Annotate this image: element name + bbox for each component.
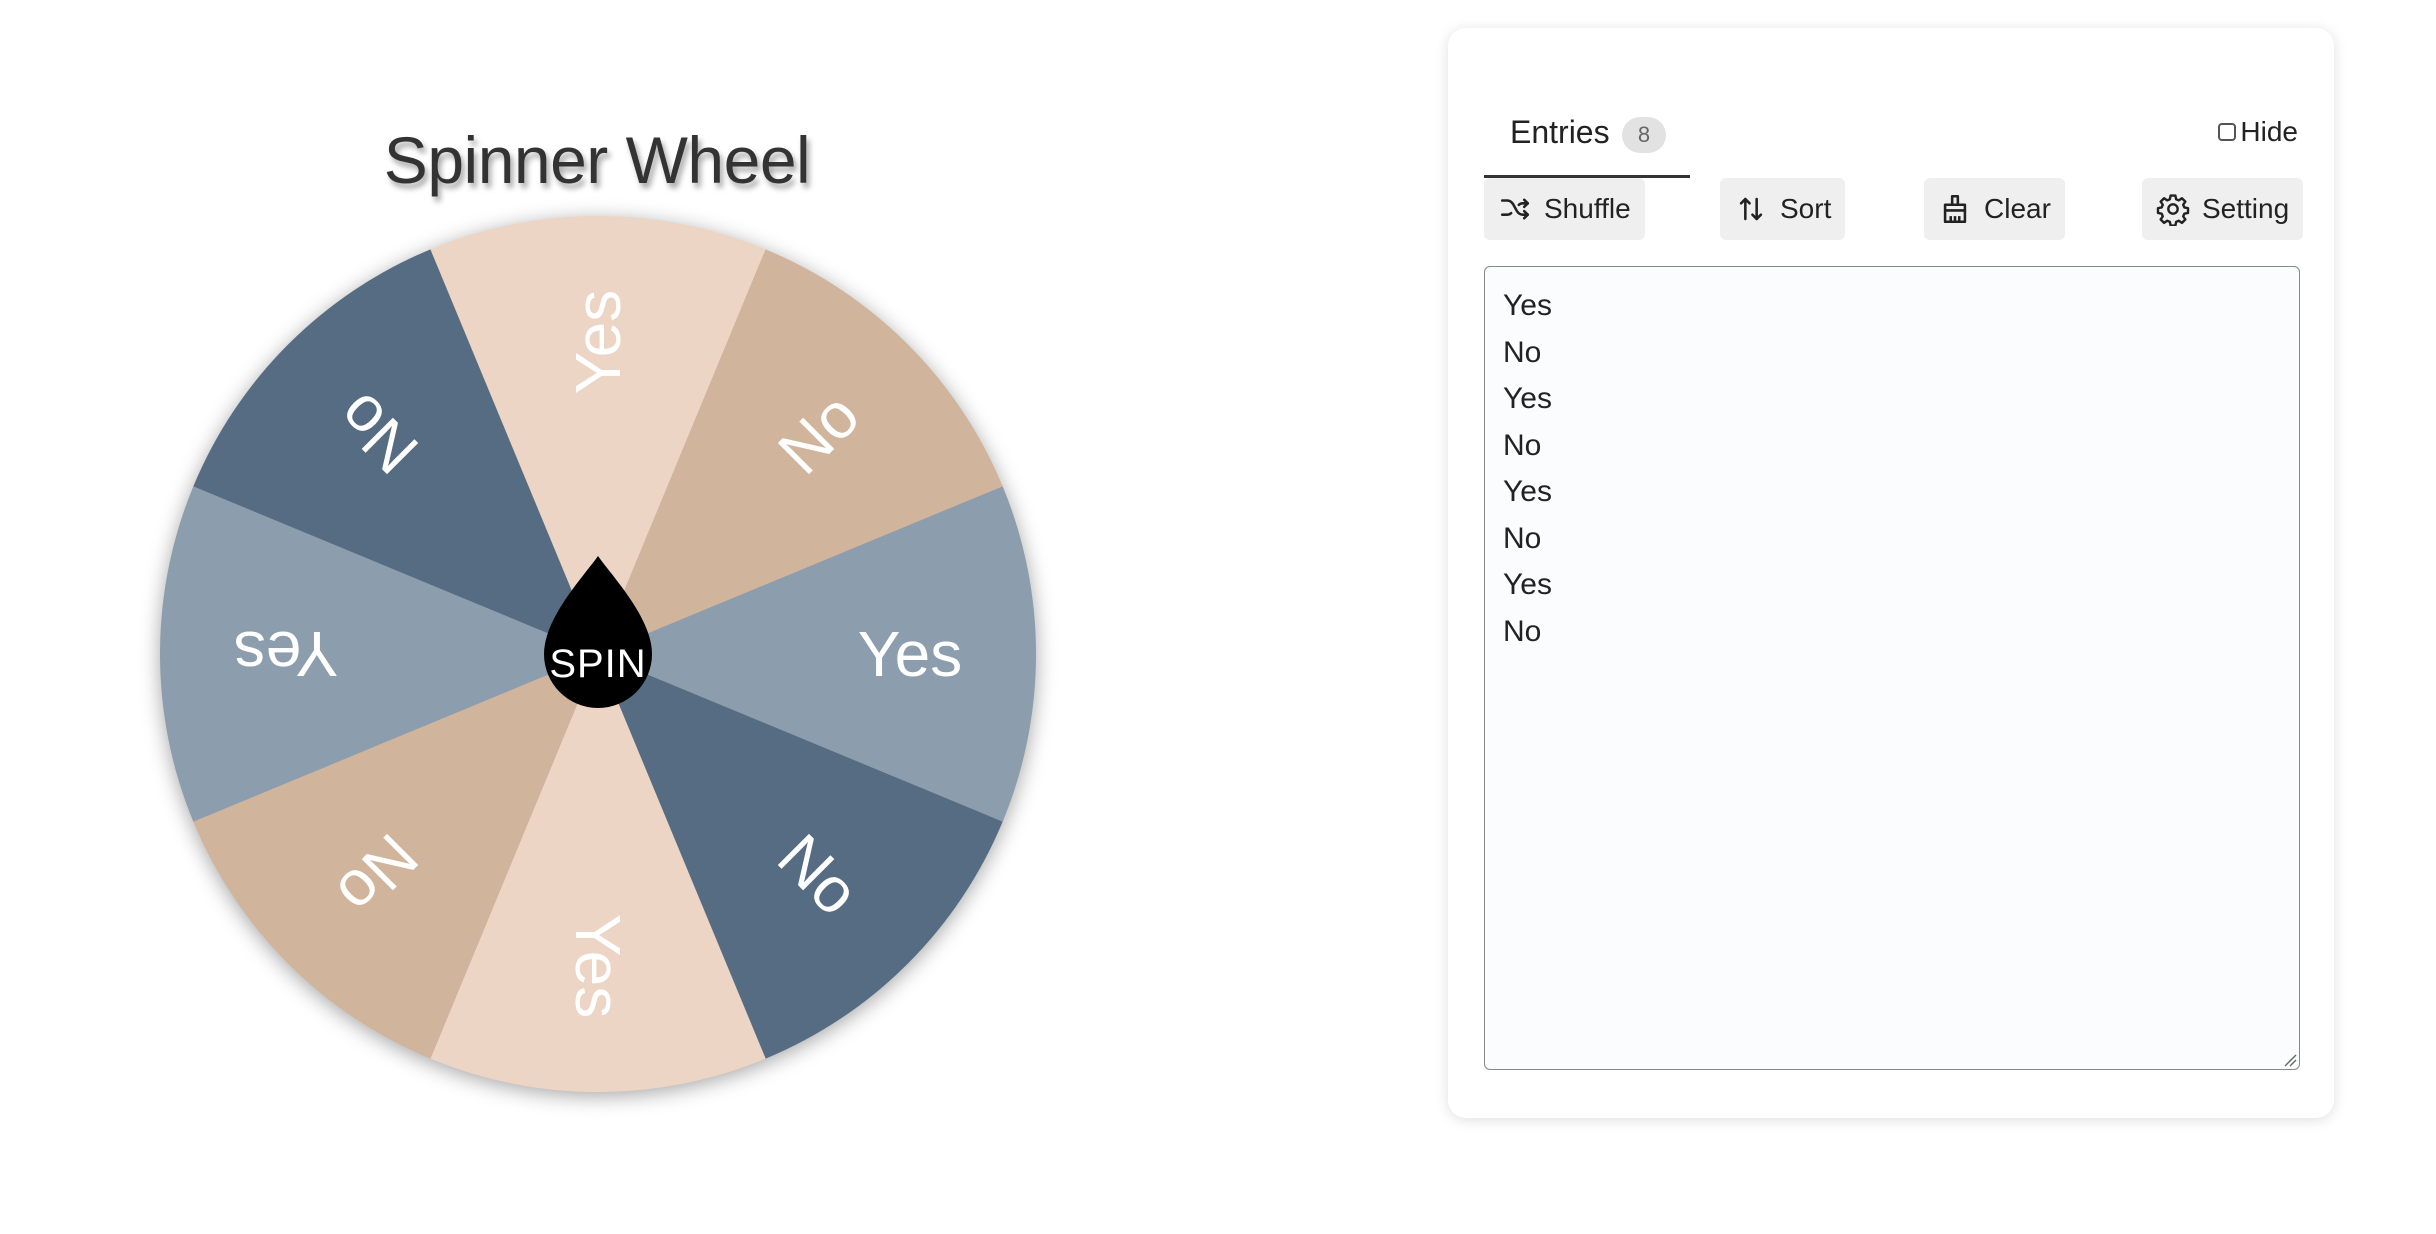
wheel-segment-label: Yes [858,618,962,690]
wheel-segment [430,216,766,654]
entry-line: Yes [1503,382,1552,415]
clear-label: Clear [1984,193,2051,224]
setting-label: Setting [2202,193,2290,224]
entry-line: Yes [1503,568,1552,601]
shuffle-button[interactable]: Shuffle [1484,178,1645,240]
entry-line: Yes [1503,475,1552,508]
spin-label: SPIN [549,642,647,686]
spinner-wheel[interactable]: Yes No Yes No Yes No Yes No SPIN [160,216,1036,1092]
wheel-segment-label: Yes [562,290,634,394]
wheel-segment-label: Yes [562,914,634,1018]
wheel-segment [193,654,598,1059]
wheel-segment [193,249,598,654]
resize-grip-icon[interactable] [2281,1051,2297,1067]
pointer-drop-icon [544,556,652,708]
sort-icon [1734,192,1768,226]
broom-icon [1938,192,1972,226]
clear-button[interactable]: Clear [1924,178,2065,240]
hide-label: Hide [2240,116,2298,147]
wheel-segment [160,486,598,822]
entry-line: Yes [1503,289,1552,322]
hide-toggle[interactable]: Hide [2218,116,2298,148]
wheel-segment [598,654,1003,1059]
wheel-segment [430,654,766,1092]
entry-count-badge: 8 [1622,117,1666,153]
hide-checkbox[interactable] [2218,123,2237,141]
shuffle-icon [1498,192,1532,226]
tab-entries-label: Entries [1510,114,1610,150]
sort-label: Sort [1780,193,1832,224]
wheel-segment-label: Yes [234,618,338,690]
entry-line: No [1503,428,1542,462]
entry-line: No [1503,335,1542,369]
sort-button[interactable]: Sort [1720,178,1846,240]
entries-textarea[interactable]: Yes No Yes No Yes No Yes No [1484,266,2300,1070]
spin-button[interactable]: SPIN [544,556,652,708]
entry-line: No [1503,521,1542,555]
wheel-title: Spinner Wheel [383,123,811,197]
entry-line: No [1503,614,1542,648]
shuffle-label: Shuffle [1544,193,1631,224]
tab-entries[interactable]: Entries 8 [1484,84,1690,178]
entries-panel: Entries 8 Hide Shuffle [1448,28,2334,1118]
setting-button[interactable]: Setting [2142,178,2304,240]
wheel-segment [598,486,1036,822]
wheel-segment [598,249,1003,654]
gear-icon [2156,192,2190,226]
